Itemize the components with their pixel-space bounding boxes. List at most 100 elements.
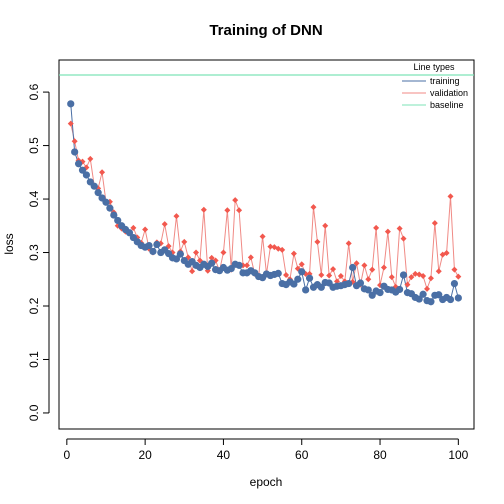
y-tick-label: 0.6	[27, 83, 41, 100]
validation-point	[259, 233, 266, 240]
validation-point	[369, 266, 376, 273]
validation-point	[142, 226, 149, 233]
validation-point	[161, 221, 168, 228]
validation-point	[181, 238, 188, 245]
validation-point	[435, 268, 442, 275]
training-point	[90, 182, 98, 190]
validation-point	[427, 275, 434, 282]
training-point	[274, 269, 282, 277]
validation-point	[224, 207, 231, 214]
legend-entry-validation: validation	[430, 88, 468, 98]
validation-point	[200, 206, 207, 213]
validation-point	[412, 270, 419, 277]
legend-entry-training: training	[430, 76, 460, 86]
x-tick-label: 80	[373, 448, 387, 462]
validation-point	[220, 249, 227, 256]
validation-point	[67, 120, 74, 127]
validation-point	[243, 262, 250, 269]
training-point	[345, 279, 353, 288]
legend-entry-baseline: baseline	[430, 100, 464, 110]
validation-point	[232, 197, 239, 204]
validation-point	[353, 260, 360, 267]
x-axis: 0 20 40 60 80 100	[63, 438, 469, 462]
plot-area	[59, 74, 474, 306]
training-point	[74, 160, 83, 168]
validation-point	[247, 254, 254, 261]
y-tick-label: 0.1	[27, 351, 41, 368]
validation-point	[87, 155, 94, 162]
x-tick-label: 0	[63, 448, 70, 462]
validation-point	[420, 273, 427, 280]
validation-point	[431, 220, 438, 227]
validation-point	[322, 222, 329, 229]
validation-point	[189, 268, 196, 275]
training-point	[172, 255, 181, 263]
training-point	[364, 286, 372, 294]
validation-point	[380, 264, 387, 271]
training-point	[153, 240, 161, 249]
validation-line	[70, 123, 459, 291]
validation-point	[447, 193, 454, 200]
validation-point	[130, 224, 137, 231]
training-point	[82, 171, 91, 179]
validation-point	[396, 225, 403, 232]
y-tick-label: 0.5	[27, 137, 41, 154]
validation-point	[384, 228, 391, 235]
training-point	[454, 294, 462, 302]
y-axis: 0.0 0.1 0.2 0.3 0.4 0.5 0.6	[27, 83, 50, 421]
training-point	[78, 166, 87, 174]
training-point	[305, 274, 314, 282]
validation-point	[424, 285, 431, 292]
validation-point	[400, 235, 407, 242]
validation-point	[298, 261, 305, 268]
validation-point	[373, 224, 380, 231]
training-point	[302, 286, 310, 294]
validation-point	[193, 249, 200, 256]
training-point	[294, 275, 302, 283]
validation-point	[455, 273, 462, 280]
validation-point	[365, 276, 372, 283]
training-point	[419, 290, 427, 298]
training-point	[290, 280, 298, 288]
validation-point	[337, 273, 344, 280]
validation-point	[279, 246, 286, 253]
x-tick-label: 20	[138, 448, 152, 462]
training-point	[149, 247, 157, 256]
chart-title: Training of DNN	[209, 22, 322, 39]
training-point	[396, 285, 404, 294]
training-point	[208, 259, 216, 267]
x-tick-label: 100	[448, 448, 468, 462]
validation-point	[173, 213, 180, 220]
validation-point	[361, 262, 368, 269]
legend: Line types training validation baseline	[402, 62, 468, 110]
validation-point	[404, 281, 411, 288]
validation-point	[99, 169, 106, 176]
training-point	[71, 148, 79, 156]
validation-point	[333, 278, 340, 285]
validation-point	[314, 238, 321, 245]
validation-point	[283, 271, 290, 278]
training-point	[399, 271, 408, 279]
y-tick-label: 0.4	[27, 190, 41, 207]
training-point	[415, 295, 423, 303]
training-point	[427, 298, 435, 306]
validation-point	[267, 243, 274, 250]
training-point	[94, 189, 102, 197]
y-axis-label: loss	[2, 233, 16, 254]
training-point	[435, 291, 443, 299]
y-tick-label: 0.3	[27, 244, 41, 261]
training-point	[356, 279, 365, 287]
training-point	[376, 289, 384, 297]
training-point	[145, 241, 153, 250]
training-point	[450, 279, 459, 288]
validation-point	[236, 207, 243, 214]
validation-point	[71, 138, 78, 145]
training-point	[125, 229, 134, 237]
plot-frame	[58, 59, 475, 430]
validation-point	[290, 250, 297, 257]
y-tick-label: 0.0	[27, 404, 41, 421]
training-point	[317, 283, 325, 291]
training-point	[176, 250, 184, 258]
validation-point	[330, 266, 337, 273]
